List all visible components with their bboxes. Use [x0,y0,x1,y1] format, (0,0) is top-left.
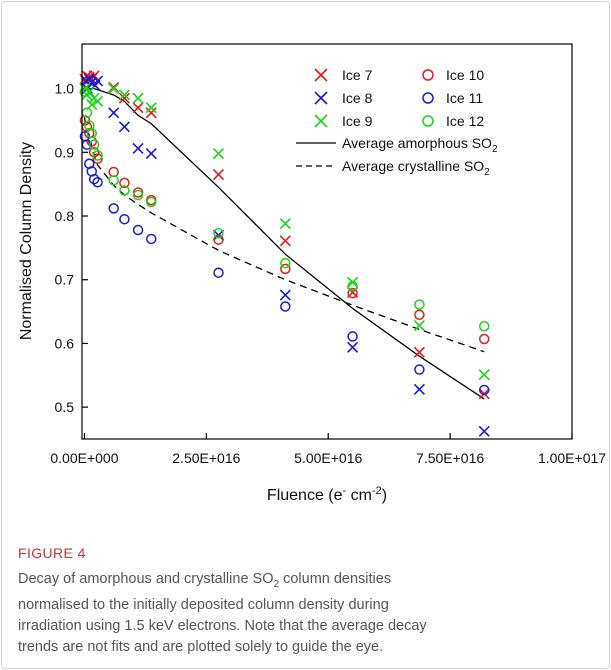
legend-label-crystalline: Average crystalline SO2 [342,158,490,178]
legend-label-ice10: Ice 10 [446,67,484,83]
legend-x-icon-ice7 [314,68,328,82]
x-tick-label: 1.00E+017 [538,450,606,466]
point-ice-7 [132,102,144,114]
point-ice-12 [88,139,100,150]
caption-line-4: trends are not fits and are plotted sole… [18,638,384,655]
point-ice-8 [413,383,425,395]
point-ice-9 [132,92,144,104]
point-ice-12 [280,257,291,269]
x-axis-title: Fluence (e- cm-2) [267,485,387,504]
y-tick-label: 1.0 [55,81,75,97]
y-tick-label: 0.9 [55,144,75,160]
x-tick-label: 0.00E+000 [50,450,118,466]
point-ice-10 [280,263,291,275]
x-tick-label: 7.50E+016 [416,450,484,466]
point-ice-9 [212,148,225,160]
legend-label-ice11: Ice 11 [446,90,483,106]
point-ice-8 [347,341,359,353]
point-ice-11 [92,177,103,188]
point-ice-10 [478,333,490,345]
point-ice-9 [92,95,104,107]
point-ice-7 [279,235,291,247]
legend-circle-icon-ice12 [422,115,434,127]
point-ice-11 [88,173,100,185]
y-tick-label: 0.6 [55,335,75,351]
point-ice-12 [347,280,358,292]
x-tick-label: 5.00E+016 [294,450,362,466]
point-ice-12 [145,196,157,208]
point-ice-10 [347,287,358,299]
figure-label: FIGURE 4 [18,545,86,561]
point-ice-8 [145,148,157,160]
point-ice-11 [280,301,291,312]
point-ice-8 [108,107,120,119]
point-ice-11 [119,213,130,225]
point-ice-7 [145,107,157,119]
point-ice-10 [88,147,100,158]
legend-label-ice9: Ice 9 [342,113,373,129]
plot-frame [81,43,573,440]
legend-label-amorphous: Average amorphous SO2 [342,135,498,155]
point-ice-7 [108,81,120,93]
figure-caption: FIGURE 4 Decay of amorphous and crystall… [18,545,593,658]
point-ice-7 [118,92,130,104]
point-ice-9 [413,320,425,332]
point-ice-12 [132,189,144,201]
data-points [79,70,490,437]
legend: Ice 7 Ice 8 Ice 9 Ice 10 Ice 11 Ice 12 A… [296,67,498,178]
point-ice-9 [118,89,130,101]
x-tick-label: 2.50E+016 [172,450,240,466]
legend-label-ice12: Ice 12 [446,113,484,129]
caption-line-3: irradiation using 1.5 keV electrons. Not… [18,617,427,634]
legend-label-ice7: Ice 7 [342,67,373,83]
caption-line-2: normalised to the initially deposited co… [18,596,389,613]
point-ice-9 [108,83,120,95]
point-ice-11 [108,203,119,214]
axis-ticks: 0.00E+000 2.50E+016 5.00E+016 7.50E+016 1.00… [50,81,606,466]
point-ice-10 [414,309,425,321]
point-ice-12 [79,86,91,98]
y-tick-label: 0.5 [55,399,75,415]
point-ice-10 [92,153,103,164]
y-tick-label: 0.7 [55,272,75,288]
legend-circle-icon-ice11 [422,92,434,104]
point-ice-12 [213,227,224,239]
point-ice-11 [478,384,490,396]
point-ice-12 [414,299,425,310]
caption-line-1: Decay of amorphous and crystalline SO2 c… [18,571,392,590]
point-ice-8 [118,121,130,133]
point-ice-10 [213,234,224,245]
point-ice-12 [108,175,119,186]
point-ice-9 [478,369,490,381]
point-ice-12 [119,185,130,196]
caption-text: Decay of amorphous and crystalline SO2 c… [18,569,593,658]
y-tick-label: 0.8 [55,208,75,224]
legend-circle-icon-ice10 [422,69,434,81]
point-ice-8 [478,425,490,437]
point-ice-9 [145,102,157,114]
point-ice-12 [92,150,103,161]
trend-line-average-amorphous-so [84,87,485,400]
point-ice-12 [478,320,490,332]
point-ice-8 [92,75,104,87]
legend-label-ice8: Ice 8 [342,90,373,106]
point-ice-7 [88,70,100,82]
point-ice-7 [413,346,425,358]
point-ice-7 [212,169,225,181]
legend-x-icon-ice8 [314,91,328,105]
point-ice-9 [279,218,291,230]
point-ice-8 [279,289,291,301]
point-ice-10 [119,177,130,189]
point-ice-11 [213,267,224,278]
point-ice-11 [414,364,425,375]
point-ice-12 [86,127,98,139]
point-ice-8 [132,142,144,155]
point-ice-11 [145,233,157,245]
legend-x-icon-ice9 [314,114,328,128]
y-axis-title: Normalised Column Density [18,142,35,340]
chart: 0.00E+000 2.50E+016 5.00E+016 7.50E+016 1.00… [18,43,606,504]
point-ice-11 [347,331,358,342]
point-ice-11 [132,224,144,236]
